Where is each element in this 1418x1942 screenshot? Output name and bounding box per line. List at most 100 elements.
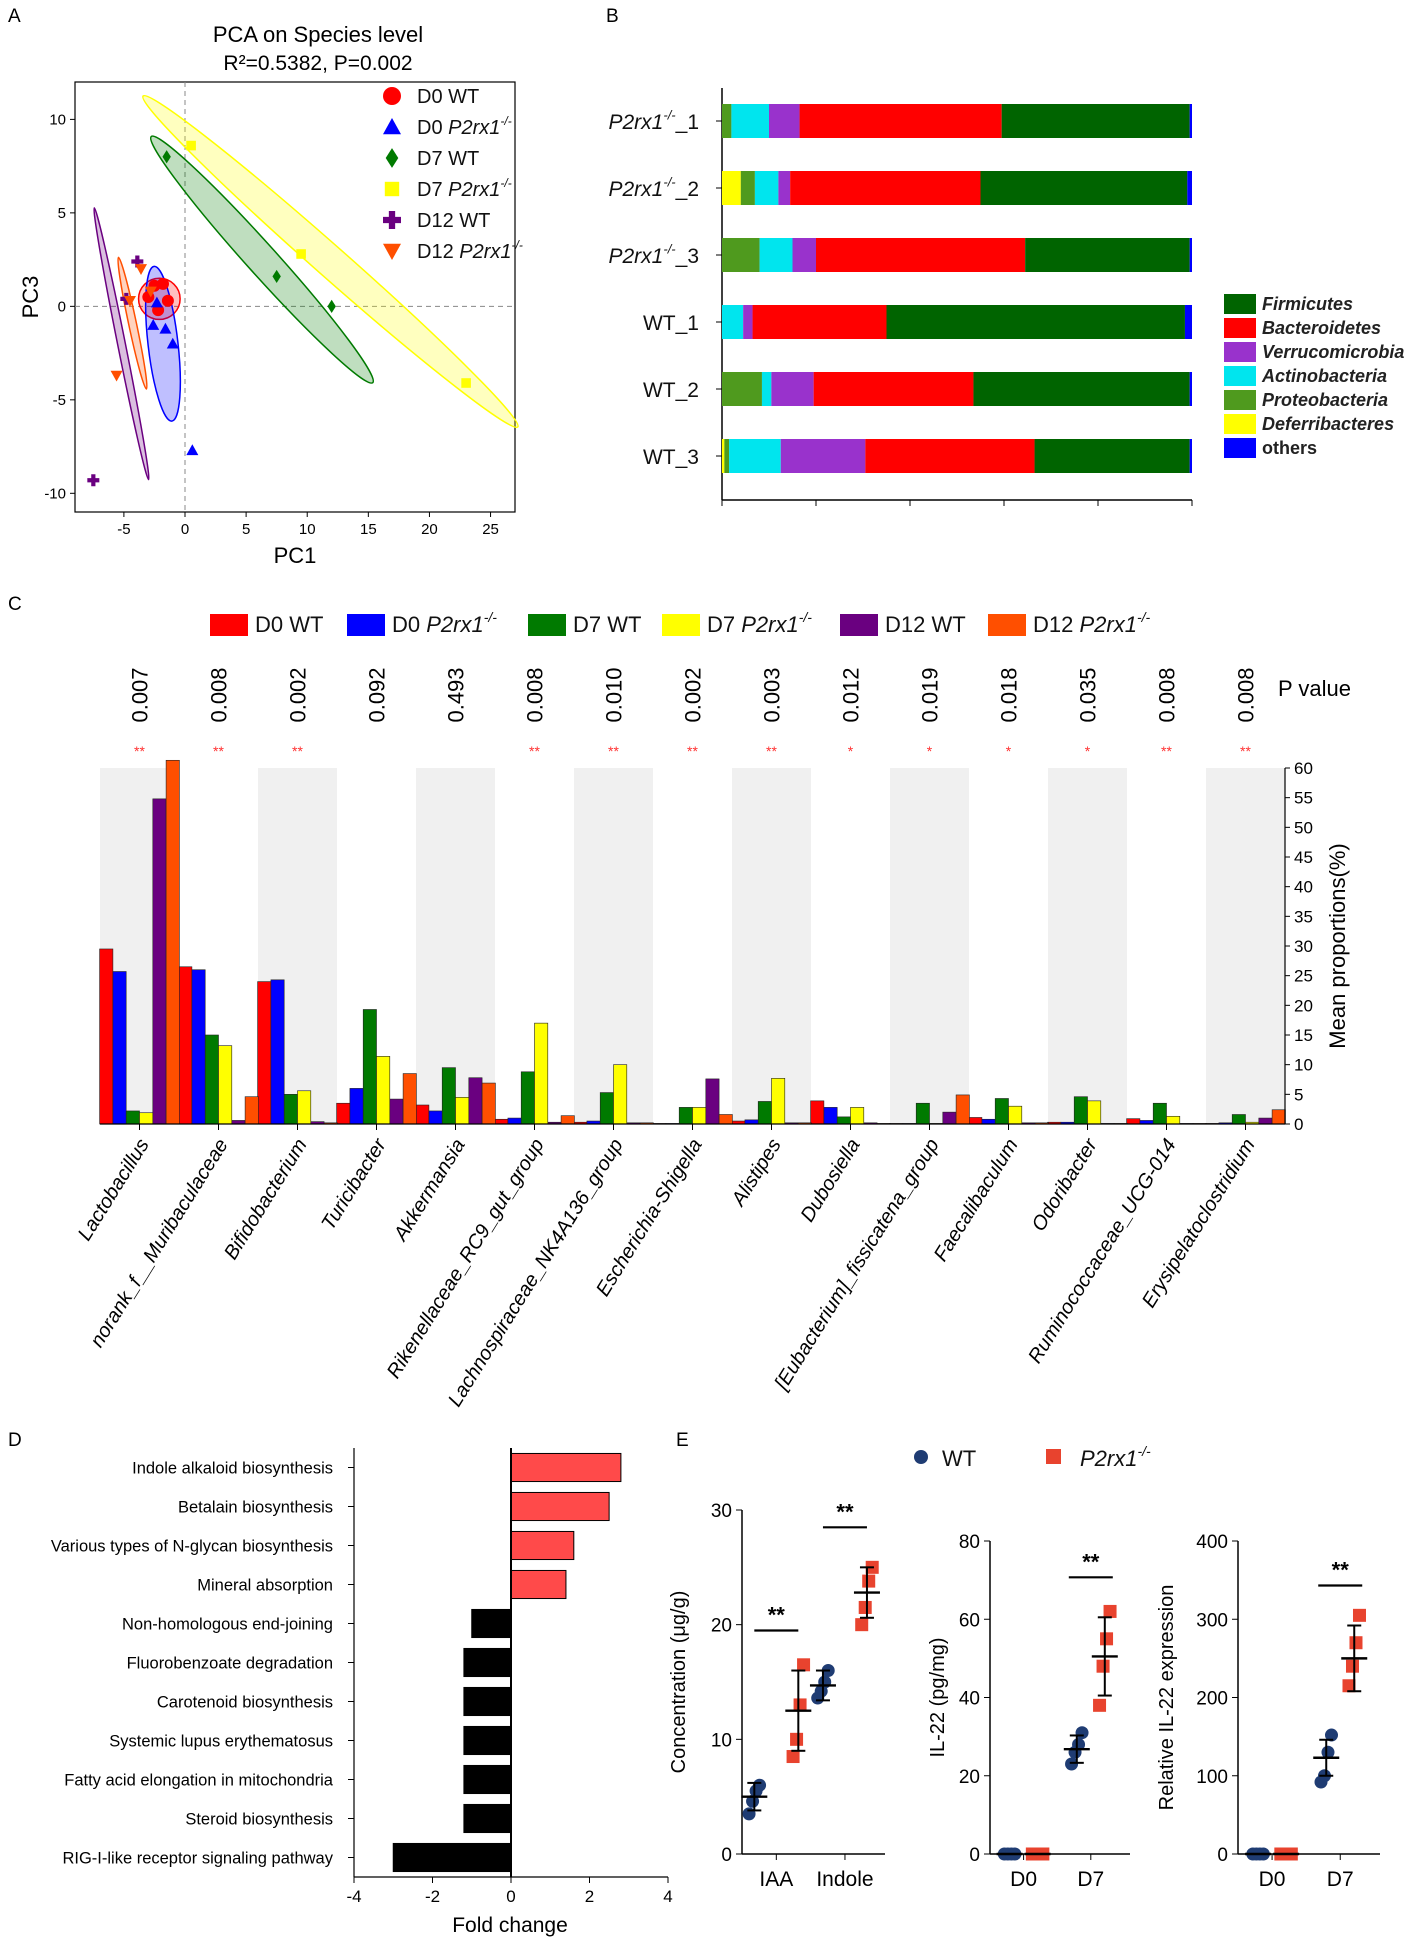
pca-legend-marker-5 — [383, 243, 401, 260]
c-legend-label-2-base: D7 WT — [573, 612, 641, 637]
e-legend-label-wt-base: WT — [942, 1446, 976, 1471]
pca-ellipse-3 — [142, 94, 519, 429]
e2-ytick-label-4: 80 — [959, 1532, 980, 1553]
pca-legend-label-5-base: D12 — [417, 241, 459, 263]
c-star-7: ** — [687, 743, 698, 759]
pca-point-5-2 — [135, 264, 147, 275]
comp-seg-4-5 — [973, 372, 1190, 406]
e3-ylabel: Relative IL-22 expression — [1156, 1585, 1178, 1811]
d-category-label-10: RIG-I-like receptor signaling pathway — [62, 1850, 333, 1868]
c-ytick-label-12: 60 — [1294, 759, 1313, 778]
comp-seg-5-4 — [865, 439, 1035, 473]
d-category-label-5: Fluorobenzoate degradation — [127, 1655, 333, 1673]
pca-ellipse-4 — [93, 207, 150, 481]
d-category-label-4: Non-homologous end-joining — [122, 1616, 333, 1634]
e-legend-label-ko-sup: -/- — [1137, 1443, 1151, 1459]
comp-legend-swatch-4 — [1224, 390, 1256, 410]
panel-label-b: B — [606, 6, 619, 27]
c-category-label-5: Rikenellaceae_RC9_gut_group — [383, 1135, 549, 1382]
comp-seg-2-6 — [1189, 238, 1192, 272]
pca-ytick-label-1: -5 — [53, 392, 66, 409]
e1-sig-stars-0: ** — [768, 1603, 786, 1628]
c-pvalue-2: 0.002 — [286, 667, 311, 722]
pca-ellipse-5 — [117, 256, 148, 390]
c-bar-4-0 — [415, 1104, 430, 1125]
c-bar-1-3 — [218, 1045, 233, 1125]
c-pvalue-header: P value — [1278, 676, 1351, 701]
c-bar-5-3 — [534, 1022, 549, 1125]
comp-legend-swatch-1 — [1224, 318, 1256, 338]
d-category-label-3: Mineral absorption — [197, 1577, 333, 1595]
pca-point-3-2 — [461, 378, 471, 388]
pca-legend-label-0: D0 WT — [417, 86, 479, 108]
c-star-12: * — [1085, 743, 1091, 759]
c-shade-8 — [732, 768, 811, 1124]
c-legend-label-5-sup: -/- — [1137, 609, 1151, 625]
c-pvalue-10: 0.019 — [918, 667, 943, 722]
pca-point-1-2 — [166, 337, 179, 349]
pca-legend-label-5: D12 P2rx1-/- — [417, 238, 523, 263]
c-legend-label-4-base: D12 WT — [885, 612, 966, 637]
c-bar-8-2 — [757, 1101, 772, 1125]
c-legend-label-3-base: D7 — [707, 612, 741, 637]
comp-legend-label-0: Firmicutes — [1262, 294, 1353, 314]
panel-a: A PCA on Species level R²=0.5382, P=0.002 -… — [8, 6, 523, 568]
comp-legend-label-3: Actinobacteria — [1261, 366, 1387, 386]
e3-point-1-5 — [1345, 1659, 1359, 1673]
comp-seg-1-5 — [980, 171, 1188, 205]
comp-seg-5-0 — [722, 439, 725, 473]
pca-point-5-1 — [124, 295, 136, 307]
c-shade-14 — [1206, 768, 1285, 1124]
e2-point-1-6 — [1100, 1632, 1114, 1646]
c-category-label-4: Akkermansia — [389, 1135, 469, 1246]
c-bar-5-0 — [494, 1118, 509, 1125]
c-bar-4-5 — [481, 1082, 496, 1125]
c-bar-4-3 — [455, 1097, 470, 1125]
comp-seg-5-6 — [1189, 439, 1192, 473]
pca-legend-label-3-sup: -/- — [500, 176, 511, 190]
pca-legend-label-4: D12 WT — [417, 210, 490, 232]
c-category-label-6: Lachnospiraceae_NK4A136_group — [444, 1135, 628, 1411]
d-category-label-1: Betalain biosynthesis — [178, 1499, 333, 1517]
c-bar-14-2 — [1231, 1114, 1246, 1125]
c-bar-11-0 — [968, 1117, 983, 1125]
c-bar-2-3 — [297, 1090, 312, 1125]
c-star-13: ** — [1161, 743, 1172, 759]
comp-legend-swatch-2 — [1224, 342, 1256, 362]
d-category-label-6: Carotenoid biosynthesis — [157, 1694, 333, 1712]
c-star-8: ** — [766, 743, 777, 759]
e3-ytick-label-2: 200 — [1196, 1689, 1228, 1710]
c-bar-4-2 — [441, 1067, 456, 1125]
comp-seg-4-6 — [1189, 372, 1192, 406]
c-pvalue-11: 0.018 — [997, 667, 1022, 722]
c-ytick-label-7: 35 — [1294, 907, 1313, 926]
pca-point-2-0 — [162, 150, 171, 164]
pca-point-0-2 — [157, 277, 169, 290]
pca-legend-label-1: D0 P2rx1-/- — [417, 114, 512, 139]
e3-ytick-label-4: 400 — [1196, 1532, 1228, 1553]
e3-point-1-4 — [1342, 1679, 1356, 1693]
c-legend-label-1-italic: P2rx1 — [426, 612, 483, 637]
c-pvalue-3: 0.092 — [365, 667, 390, 722]
comp-row-label-2-suffix: _3 — [675, 245, 699, 268]
comp-seg-3-3 — [743, 305, 753, 339]
comp-seg-5-1 — [724, 439, 730, 473]
comp-legend-swatch-0 — [1224, 294, 1256, 314]
comp-seg-4-3 — [771, 372, 814, 406]
pca-xtick-label-5: 20 — [421, 521, 438, 538]
e2-ylabel: IL-22 (pg/mg) — [927, 1637, 949, 1757]
c-legend-swatch-3 — [662, 614, 700, 636]
e2-point-0-6 — [1072, 1737, 1086, 1751]
c-legend-swatch-4 — [840, 614, 878, 636]
d-xtick-label-2: 0 — [506, 1887, 515, 1906]
c-bar-1-1 — [191, 969, 206, 1125]
c-category-label-12: Odoribacter — [1028, 1134, 1103, 1235]
e-legend-marker-ko — [1046, 1449, 1061, 1464]
c-ytick-label-3: 15 — [1294, 1026, 1313, 1045]
c-bar-2-2 — [283, 1094, 298, 1125]
e3-category-label-0: D0 — [1259, 1868, 1286, 1891]
comp-seg-3-4 — [752, 305, 887, 339]
c-star-0: ** — [134, 743, 145, 759]
e2-ytick-label-3: 60 — [959, 1610, 980, 1631]
pca-xtick-label-6: 25 — [482, 521, 499, 538]
